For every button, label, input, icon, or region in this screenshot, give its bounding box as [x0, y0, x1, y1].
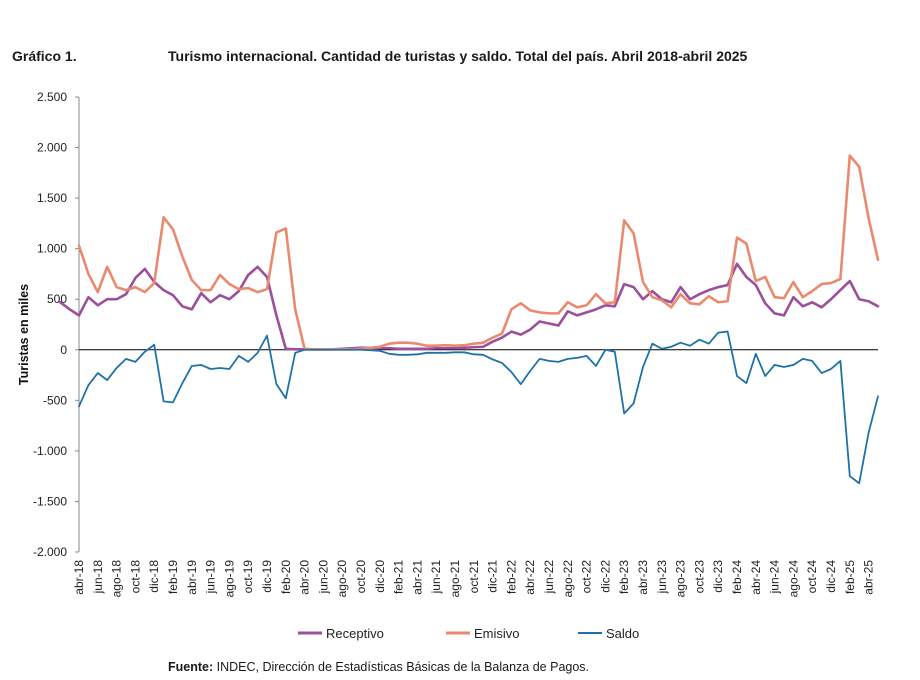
x-tick-label: dic-22: [598, 560, 612, 593]
x-tick-label: oct-21: [467, 560, 481, 594]
x-tick-label: feb-21: [392, 560, 406, 594]
x-tick-label: dic-19: [260, 560, 274, 593]
x-tick-label: dic-23: [711, 560, 725, 593]
legend-label-saldo: Saldo: [606, 626, 639, 641]
series-lines: [58, 154, 880, 485]
x-tick-label: dic-21: [486, 560, 500, 593]
x-tick-label: feb-25: [843, 560, 857, 594]
x-tick-label: jun-20: [316, 560, 330, 595]
x-tick-label: ago-20: [335, 560, 349, 598]
y-tick-label: -1.000: [33, 444, 67, 458]
x-tick-label: feb-22: [504, 560, 518, 594]
y-tick-label: 2.000: [37, 141, 67, 155]
legend-label-emisivo: Emisivo: [474, 626, 520, 641]
y-tick-label: -1.500: [33, 494, 67, 508]
series-line-saldo: [78, 330, 879, 485]
source-note: Fuente: INDEC, Dirección de Estadísticas…: [168, 660, 589, 674]
x-tick-label: oct-22: [580, 560, 594, 594]
x-tick-label: abr-22: [523, 560, 537, 595]
y-tick-label: -2.000: [33, 545, 67, 559]
x-tick-label: abr-24: [749, 560, 763, 595]
x-tick-label: oct-20: [354, 560, 368, 594]
x-axis-ticks: abr-18 jun-18 ago-18 oct-18 dic-18 feb-19 abr-…: [72, 560, 876, 598]
y-tick-label: 1.500: [37, 191, 67, 205]
series-line-emisivo: [77, 154, 880, 351]
x-tick-label: abr-18: [72, 560, 86, 595]
x-tick-label: abr-25: [862, 560, 876, 595]
x-tick-label: ago-18: [110, 560, 124, 598]
x-tick-label: oct-19: [241, 560, 255, 594]
x-tick-label: dic-20: [373, 560, 387, 593]
source-text: INDEC, Dirección de Estadísticas Básicas…: [213, 660, 590, 674]
x-tick-label: jun-18: [91, 560, 105, 595]
x-tick-label: abr-19: [185, 560, 199, 595]
x-tick-label: oct-24: [805, 560, 819, 594]
figure-label: Gráfico 1.: [12, 48, 77, 64]
y-axis-label: Turistas en miles: [17, 284, 31, 385]
legend-label-receptivo: Receptivo: [326, 626, 384, 641]
x-tick-label: jun-24: [768, 560, 782, 595]
y-axis-ticks: 2.5002.0001.5001.0005000-500-1.000-1.500…: [33, 90, 79, 559]
x-tick-label: oct-18: [128, 560, 142, 594]
y-tick-label: 1.000: [37, 242, 67, 256]
x-tick-label: feb-24: [730, 560, 744, 594]
source-label: Fuente:: [168, 660, 214, 674]
legend: Receptivo Emisivo Saldo: [298, 626, 639, 641]
y-tick-label: -500: [43, 393, 67, 407]
series-line-receptivo: [58, 262, 880, 351]
y-tick-label: 2.500: [37, 90, 67, 104]
x-tick-label: jun-19: [204, 560, 218, 595]
x-tick-label: ago-24: [786, 560, 800, 598]
x-tick-label: ago-21: [448, 560, 462, 598]
x-tick-label: oct-23: [692, 560, 706, 594]
y-tick-label: 0: [60, 343, 67, 357]
x-tick-label: jun-22: [542, 560, 556, 595]
x-tick-label: abr-20: [298, 560, 312, 595]
x-tick-label: ago-23: [674, 560, 688, 598]
x-tick-label: ago-22: [561, 560, 575, 598]
x-tick-label: jun-23: [655, 560, 669, 595]
x-tick-label: dic-18: [147, 560, 161, 593]
x-tick-label: jun-21: [429, 560, 443, 595]
x-tick-label: dic-24: [824, 560, 838, 593]
x-tick-label: feb-23: [617, 560, 631, 594]
x-tick-label: feb-20: [279, 560, 293, 594]
x-tick-label: abr-23: [636, 560, 650, 595]
chart-title: Turismo internacional. Cantidad de turis…: [168, 48, 748, 64]
x-tick-label: ago-19: [222, 560, 236, 598]
x-tick-label: feb-19: [166, 560, 180, 594]
x-tick-label: abr-21: [410, 560, 424, 595]
